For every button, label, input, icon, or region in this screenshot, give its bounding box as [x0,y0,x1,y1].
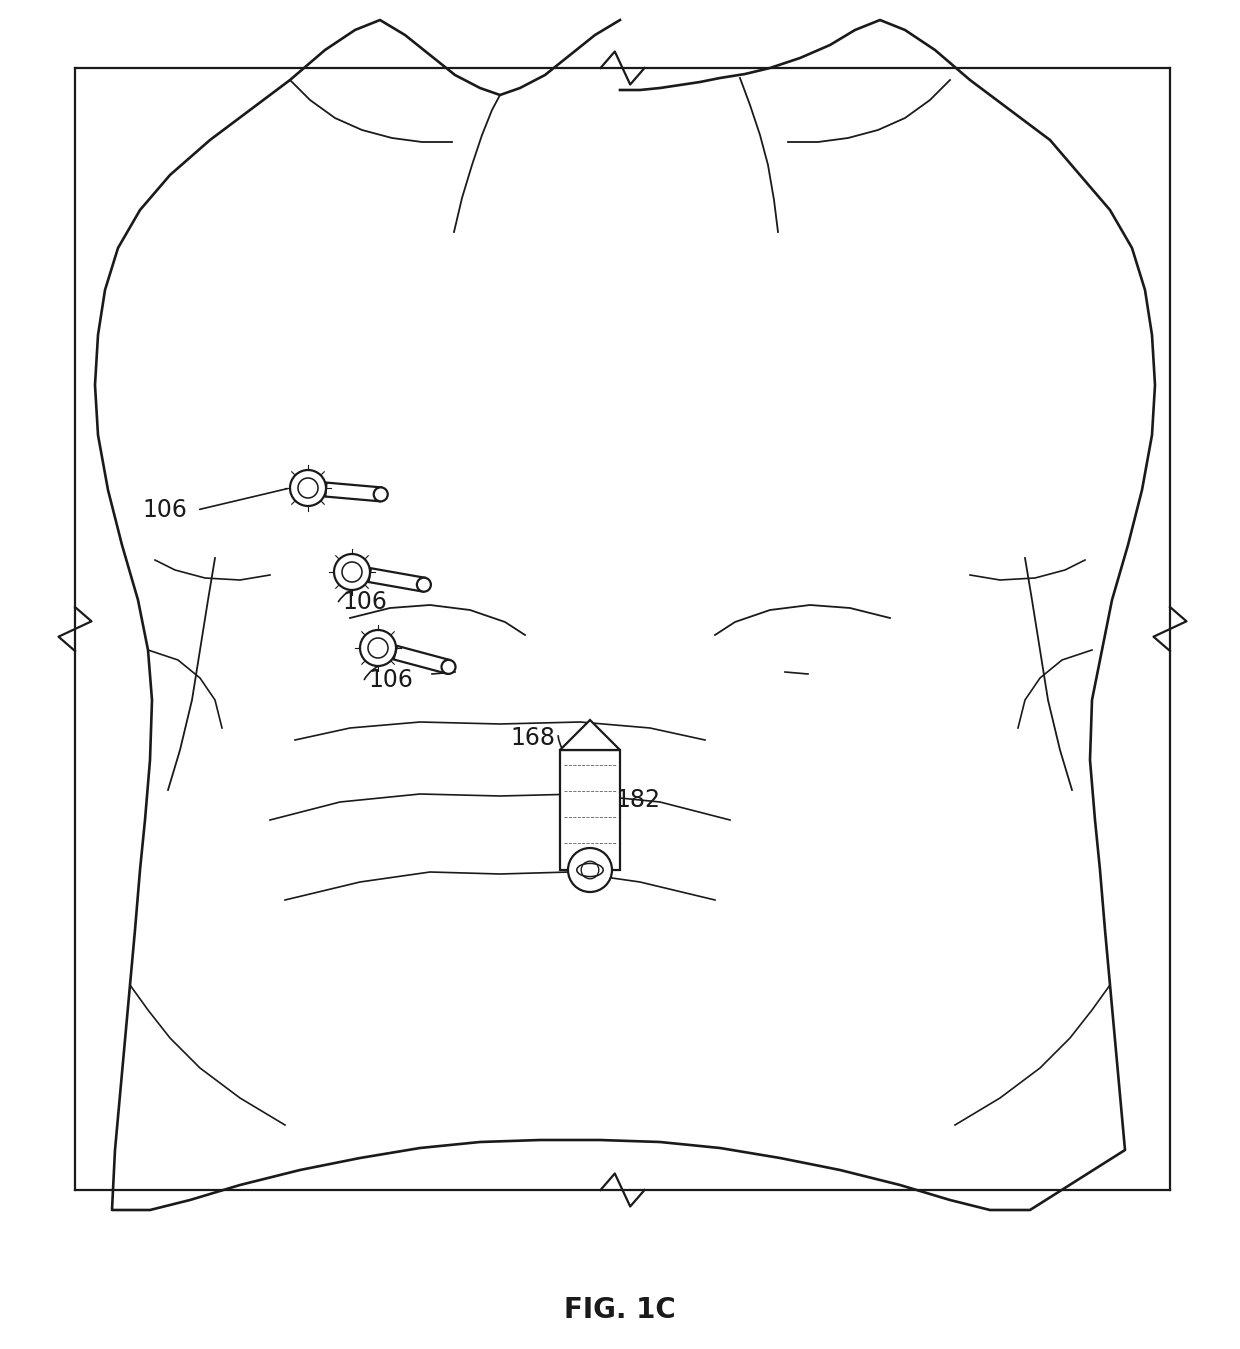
Text: FIG. 1C: FIG. 1C [564,1296,676,1323]
Circle shape [334,554,370,590]
Circle shape [360,630,396,666]
Text: 106: 106 [143,498,187,522]
Circle shape [441,660,455,674]
Text: 106: 106 [342,590,387,614]
Circle shape [290,469,326,506]
Text: 182: 182 [615,788,660,812]
Text: 106: 106 [368,668,413,692]
Polygon shape [368,568,425,592]
Polygon shape [393,646,450,673]
Text: 168: 168 [510,726,556,750]
Polygon shape [560,750,620,870]
Circle shape [417,577,430,592]
Polygon shape [325,483,382,502]
Circle shape [568,849,613,892]
Polygon shape [560,720,620,750]
Circle shape [373,487,388,502]
